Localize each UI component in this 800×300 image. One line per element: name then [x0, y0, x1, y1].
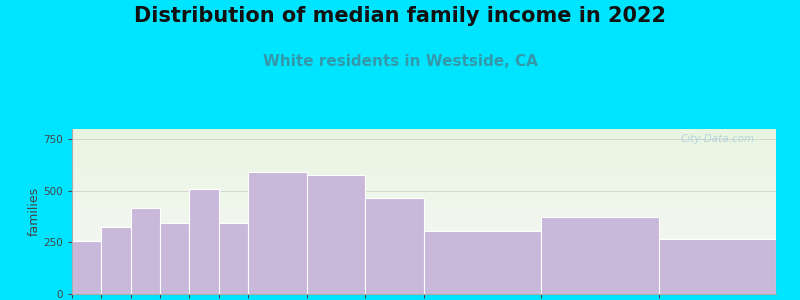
Text: City-Data.com: City-Data.com — [681, 134, 755, 144]
Bar — [366, 198, 424, 294]
Bar — [72, 242, 102, 294]
Bar — [248, 172, 306, 294]
Bar — [218, 223, 248, 294]
Bar — [306, 176, 366, 294]
Bar — [424, 231, 542, 294]
Bar — [102, 227, 130, 294]
Y-axis label: families: families — [27, 187, 41, 236]
Text: Distribution of median family income in 2022: Distribution of median family income in … — [134, 6, 666, 26]
Bar — [658, 239, 776, 294]
Bar — [190, 189, 218, 294]
Bar — [160, 223, 190, 294]
Text: White residents in Westside, CA: White residents in Westside, CA — [262, 54, 538, 69]
Bar — [130, 208, 160, 294]
Bar — [542, 217, 658, 294]
